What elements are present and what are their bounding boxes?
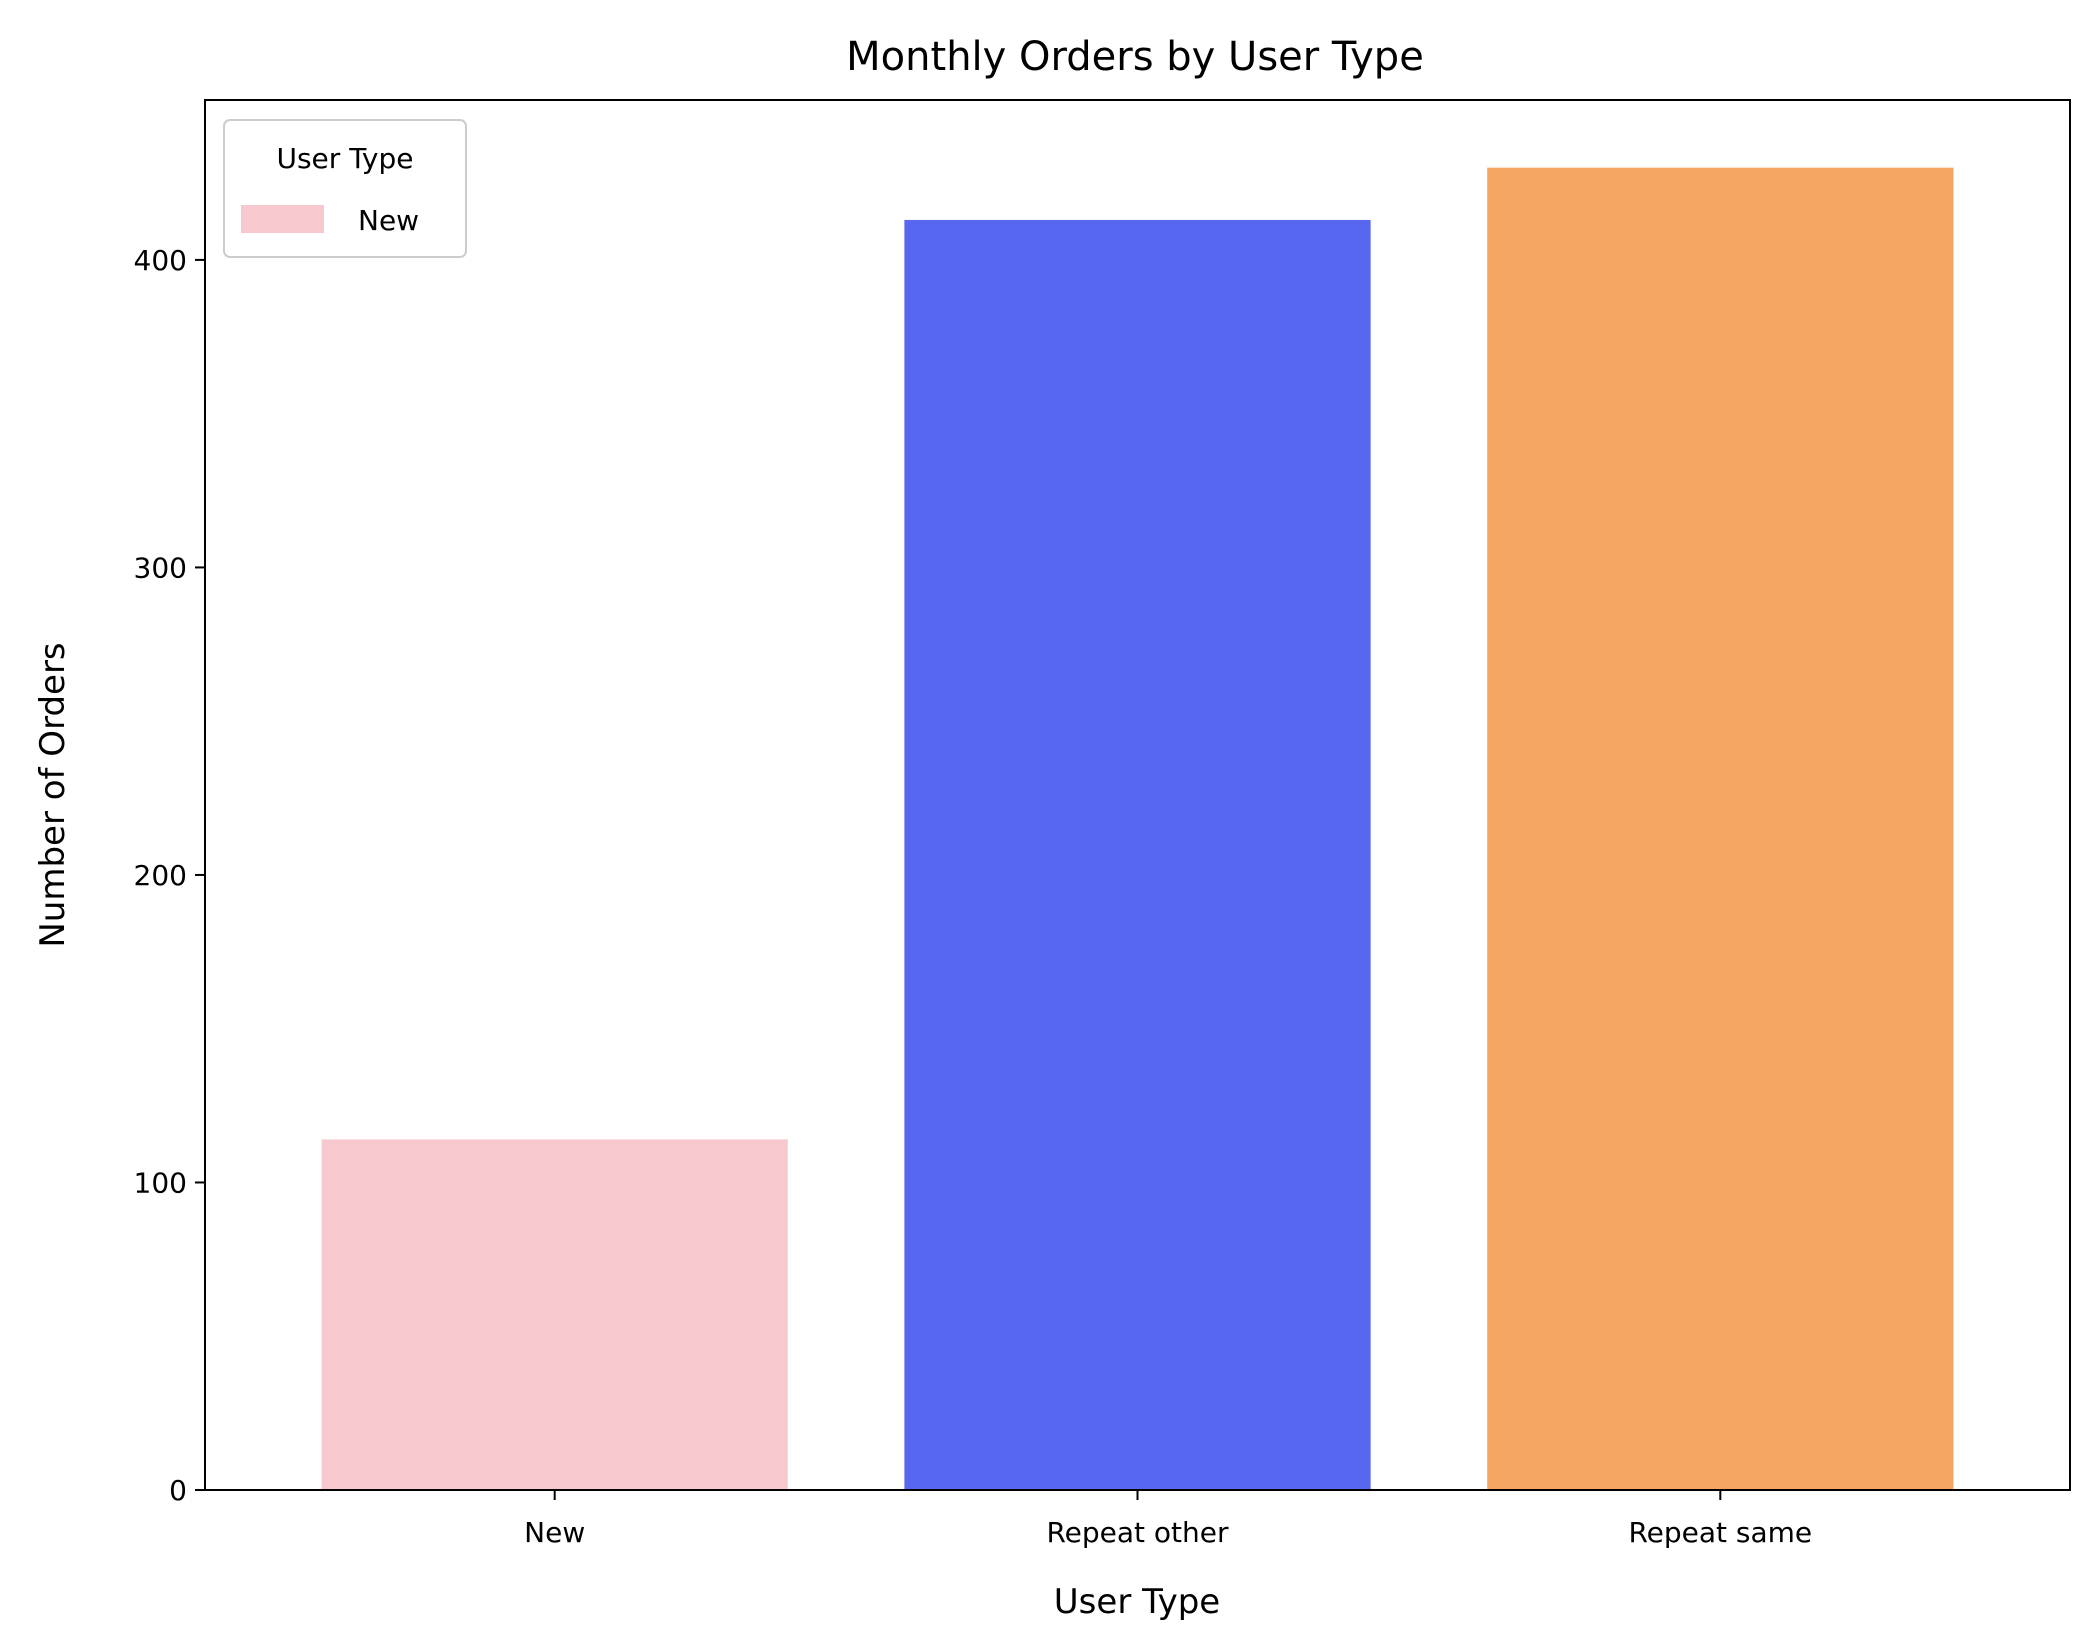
chart-title: Monthly Orders by User Type <box>846 34 1424 80</box>
x-tick-label: New <box>524 1516 585 1549</box>
legend-label-new: New <box>358 204 419 237</box>
y-tick-label: 100 <box>134 1166 187 1199</box>
bar-new <box>321 1139 788 1490</box>
x-axis-ticks: New Repeat other Repeat same <box>524 1490 1812 1549</box>
y-tick-label: 400 <box>134 244 187 277</box>
bar-repeat-other <box>904 219 1371 1491</box>
legend-title: User Type <box>276 142 413 175</box>
bar-repeat-same <box>1487 167 1954 1490</box>
y-tick-label: 200 <box>134 859 187 892</box>
y-tick-label: 300 <box>134 551 187 584</box>
x-axis-label: User Type <box>1054 1582 1220 1622</box>
y-axis-label: Number of Orders <box>33 642 73 947</box>
legend-swatch-new <box>241 205 324 233</box>
x-tick-label: Repeat other <box>1046 1516 1229 1549</box>
y-tick-label: 0 <box>169 1474 187 1507</box>
y-axis-ticks: 0 100 200 300 400 <box>134 244 205 1507</box>
bars-layer <box>321 167 1954 1491</box>
x-tick-label: Repeat same <box>1628 1516 1812 1549</box>
legend: User Type New <box>223 119 467 258</box>
legend-box <box>223 119 467 258</box>
